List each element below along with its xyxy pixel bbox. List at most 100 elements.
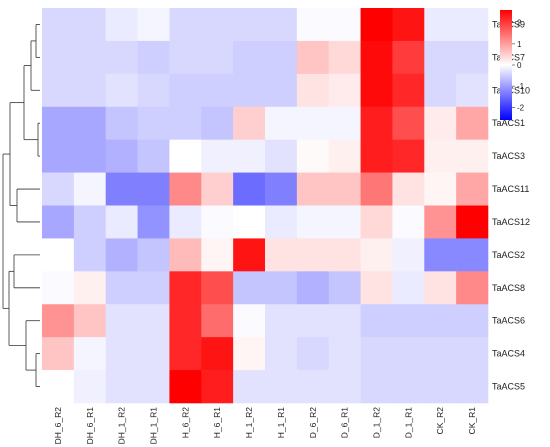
heatmap-cell-TaACS9-DH_6_R1 xyxy=(73,8,107,42)
heatmap-cell-TaACS5-H_1_R2 xyxy=(233,370,266,404)
heatmap-cell-TaACS7-H_1_R1 xyxy=(265,40,298,75)
heatmap-cell-TaACS9-D_1_R2 xyxy=(360,8,393,42)
heatmap-cell-TaACS10-H_1_R2 xyxy=(233,73,266,108)
heatmap-cell-TaACS5-DH_1_R2 xyxy=(105,370,138,404)
column-label: DH_6_R2 xyxy=(53,407,63,445)
heatmap-cell-TaACS4-H_6_R2 xyxy=(169,337,202,371)
heatmap-cell-TaACS2-DH_6_R2 xyxy=(42,238,75,272)
heatmap-cell-TaACS11-CK_R1 xyxy=(456,172,489,206)
heatmap-cell-TaACS1-H_1_R2 xyxy=(233,106,266,140)
heatmap-cell-TaACS12-H_1_R2 xyxy=(233,205,266,239)
heatmap-cell-TaACS5-H_6_R1 xyxy=(201,370,234,404)
heatmap-cell-TaACS2-DH_6_R1 xyxy=(73,238,107,272)
row-dendrogram xyxy=(2,24,40,387)
heatmap-cell-TaACS12-DH_6_R1 xyxy=(73,205,107,239)
column-label: D_6_R1 xyxy=(340,407,350,438)
heatmap-cell-TaACS10-D_1_R2 xyxy=(360,73,393,108)
heatmap-cell-TaACS4-DH_1_R1 xyxy=(137,337,170,371)
heatmap-cell-TaACS10-D_6_R1 xyxy=(328,73,361,108)
legend-colorbar xyxy=(500,10,512,120)
row-label: TaACS12 xyxy=(492,217,530,227)
heatmap-cell-TaACS4-H_6_R1 xyxy=(201,337,234,371)
heatmap-cell-TaACS8-DH_6_R2 xyxy=(42,271,75,305)
heatmap-cell-TaACS12-DH_1_R1 xyxy=(137,205,170,239)
heatmap-cell-TaACS4-D_6_R2 xyxy=(296,337,330,371)
heatmap-cell-TaACS6-H_1_R1 xyxy=(265,304,298,338)
heatmap-cell-TaACS12-DH_1_R2 xyxy=(105,205,138,239)
heatmap-cell-TaACS8-DH_1_R1 xyxy=(137,271,170,305)
heatmap-cell-TaACS11-D_1_R1 xyxy=(392,172,425,206)
heatmap-cell-TaACS12-CK_R1 xyxy=(456,205,489,239)
heatmap-cell-TaACS10-DH_6_R2 xyxy=(42,73,75,108)
heatmap-cell-TaACS9-CK_R2 xyxy=(424,8,457,42)
row-label: TaACS6 xyxy=(492,316,525,326)
heatmap-cell-TaACS3-H_1_R1 xyxy=(265,139,298,173)
heatmap-cell-TaACS12-D_1_R2 xyxy=(360,205,393,239)
legend-tick-label: -2 xyxy=(517,103,525,112)
heatmap-cell-TaACS12-D_6_R2 xyxy=(296,205,330,239)
heatmap-cell-TaACS5-D_1_R1 xyxy=(392,370,425,404)
heatmap-cell-TaACS12-D_1_R1 xyxy=(392,205,425,239)
row-label: TaACS4 xyxy=(492,349,525,359)
heatmap-cell-TaACS1-CK_R2 xyxy=(424,106,457,140)
heatmap-cell-TaACS3-DH_6_R2 xyxy=(42,139,75,173)
heatmap-cell-TaACS8-DH_1_R2 xyxy=(105,271,138,305)
column-label: DH_1_R1 xyxy=(149,407,159,445)
row-label: TaACS11 xyxy=(492,184,529,194)
heatmap-cell-TaACS9-D_6_R2 xyxy=(296,8,330,42)
heatmap-cell-TaACS9-H_1_R1 xyxy=(265,8,298,42)
heatmap-cell-TaACS10-H_1_R1 xyxy=(265,73,298,108)
heatmap-cell-TaACS10-CK_R2 xyxy=(424,73,457,108)
heatmap-cell-TaACS11-D_6_R2 xyxy=(296,172,330,206)
heatmap-cell-TaACS3-H_1_R2 xyxy=(233,139,266,173)
heatmap-cell-TaACS7-D_1_R2 xyxy=(360,40,393,75)
heatmap-cell-TaACS3-DH_6_R1 xyxy=(73,139,107,173)
heatmap-cell-TaACS8-CK_R2 xyxy=(424,271,457,305)
heatmap-cell-TaACS8-D_1_R1 xyxy=(392,271,425,305)
heatmap-cell-TaACS1-H_1_R1 xyxy=(265,106,298,140)
heatmap-cell-TaACS2-CK_R1 xyxy=(456,238,489,272)
heatmap-cell-TaACS10-H_6_R2 xyxy=(169,73,202,108)
heatmap-cell-TaACS4-D_6_R1 xyxy=(328,337,361,371)
heatmap-cell-TaACS10-H_6_R1 xyxy=(201,73,234,108)
heatmap-cell-TaACS4-D_1_R2 xyxy=(360,337,393,371)
heatmap-cell-TaACS9-DH_1_R1 xyxy=(137,8,170,42)
heatmap-cell-TaACS11-CK_R2 xyxy=(424,172,457,206)
heatmap-cell-TaACS8-D_6_R1 xyxy=(328,271,361,305)
heatmap-cell-TaACS5-DH_6_R1 xyxy=(73,370,107,404)
row-label: TaACS5 xyxy=(492,382,525,392)
heatmap-cell-TaACS4-DH_1_R2 xyxy=(105,337,138,371)
heatmap-cell-TaACS1-D_6_R1 xyxy=(328,106,361,140)
heatmap-cell-TaACS8-H_6_R2 xyxy=(169,271,202,305)
heatmap-cell-TaACS1-DH_6_R2 xyxy=(42,106,75,140)
heatmap-cells xyxy=(42,8,489,404)
heatmap-cell-TaACS4-H_1_R2 xyxy=(233,337,266,371)
heatmap-cell-TaACS11-H_1_R2 xyxy=(233,172,266,206)
heatmap-cell-TaACS2-CK_R2 xyxy=(424,238,457,272)
heatmap-cell-TaACS7-CK_R1 xyxy=(456,40,489,75)
heatmap-cell-TaACS10-D_1_R1 xyxy=(392,73,425,108)
heatmap-cell-TaACS11-DH_6_R1 xyxy=(73,172,107,206)
heatmap-cell-TaACS8-H_1_R2 xyxy=(233,271,266,305)
heatmap-cell-TaACS11-DH_6_R2 xyxy=(42,172,75,206)
column-label: D_1_R2 xyxy=(372,407,382,438)
heatmap-cell-TaACS5-CK_R1 xyxy=(456,370,489,404)
heatmap-cell-TaACS5-DH_6_R2 xyxy=(42,370,75,404)
heatmap-cell-TaACS11-DH_1_R2 xyxy=(105,172,138,206)
column-label: D_6_R2 xyxy=(308,407,318,438)
heatmap-cell-TaACS9-CK_R1 xyxy=(456,8,489,42)
heatmap-cell-TaACS4-DH_6_R1 xyxy=(73,337,107,371)
heatmap-cell-TaACS2-D_1_R2 xyxy=(360,238,393,272)
heatmap-cell-TaACS9-H_1_R2 xyxy=(233,8,266,42)
heatmap-cell-TaACS2-H_6_R1 xyxy=(201,238,234,272)
heatmap-cell-TaACS3-D_1_R1 xyxy=(392,139,425,173)
heatmap-cell-TaACS3-D_6_R2 xyxy=(296,139,330,173)
heatmap-cell-TaACS9-H_6_R1 xyxy=(201,8,234,42)
heatmap-cell-TaACS5-D_6_R2 xyxy=(296,370,330,404)
heatmap-cell-TaACS6-DH_6_R2 xyxy=(42,304,75,338)
legend-tick-label: 0 xyxy=(517,61,522,70)
heatmap-cell-TaACS9-D_1_R1 xyxy=(392,8,425,42)
heatmap-cell-TaACS5-CK_R2 xyxy=(424,370,457,404)
heatmap-cell-TaACS5-H_6_R2 xyxy=(169,370,202,404)
